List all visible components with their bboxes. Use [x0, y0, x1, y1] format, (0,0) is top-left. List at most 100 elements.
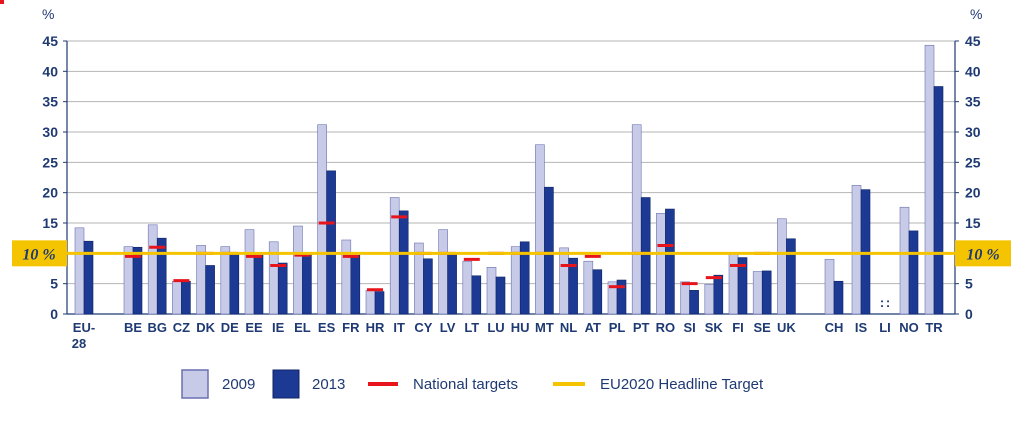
bar-2013-lt	[471, 275, 482, 315]
y-tick-right: 5	[965, 276, 973, 292]
x-label-mt: MT	[535, 320, 554, 335]
annotations: ::	[880, 295, 890, 310]
legend: 2009 2013 National targets EU2020 Headline …	[181, 369, 764, 399]
x-label-de: DE	[221, 320, 239, 335]
headline-box-left	[12, 240, 67, 267]
legend-swatch-2009	[181, 369, 209, 399]
bar-2009-se	[752, 271, 763, 315]
x-label-cy: CY	[414, 320, 432, 335]
bar-2013-es	[326, 170, 336, 315]
x-label-eu-28-line2: 28	[72, 336, 86, 351]
bar-2009-si	[680, 281, 690, 315]
x-label-cz: CZ	[173, 320, 190, 335]
bar-2009-fr	[341, 239, 352, 315]
x-label-it: IT	[393, 320, 405, 335]
y-tick-right: 40	[965, 63, 981, 79]
bar-2013-ie	[277, 262, 288, 315]
missing-data-marker: :	[880, 295, 884, 310]
x-label-be: BE	[124, 320, 142, 335]
bar-2013-dk	[205, 265, 215, 315]
bar-2013-tr	[933, 86, 944, 315]
bar-2013-lv	[447, 254, 457, 315]
headline-box-right	[955, 240, 1011, 267]
x-label-pt: PT	[633, 320, 650, 335]
bar-2009-is	[851, 185, 862, 315]
bar-2009-eu-28	[74, 227, 85, 315]
bar-2013-hr	[374, 291, 385, 315]
x-label-se: SE	[754, 320, 772, 335]
x-label-lu: LU	[487, 320, 504, 335]
x-label-ie: IE	[272, 320, 285, 335]
y-tick-left: 15	[42, 215, 58, 231]
bar-2009-ro	[656, 212, 666, 315]
bar-2013-lu	[495, 276, 506, 315]
y-unit-right: %	[970, 6, 982, 22]
x-label-ro: RO	[656, 320, 676, 335]
bar-2013-hu	[519, 241, 530, 315]
bar-2013-it	[398, 210, 409, 315]
bar-2013-sk	[713, 274, 724, 315]
bar-2009-it	[389, 197, 400, 315]
bar-2013-ee	[253, 254, 264, 315]
x-label-tr: TR	[925, 320, 943, 335]
headline-label-left: 10 %	[22, 246, 55, 263]
bar-2009-lu	[486, 266, 497, 315]
bar-2013-nl	[568, 257, 578, 315]
x-label-fi: FI	[732, 320, 744, 335]
y-tick-left: 25	[42, 154, 58, 170]
y-tick-right: 30	[965, 124, 981, 140]
x-label-is: IS	[855, 320, 868, 335]
bar-2009-nl	[559, 247, 569, 315]
corner-accent	[0, 0, 4, 4]
bar-2013-se	[761, 270, 772, 315]
y-tick-right: 45	[965, 33, 981, 49]
bar-2009-pt	[631, 124, 642, 315]
bar-2009-no	[899, 206, 910, 315]
category-labels: EU-28 BE BG CZ DK DE EE IE EL ES FR HR IT CY LV LT LU HU M…	[72, 320, 944, 351]
x-label-es: ES	[318, 320, 336, 335]
x-label-at: AT	[585, 320, 601, 335]
bar-2013-fr	[350, 254, 361, 315]
bar-2009-uk	[777, 218, 787, 315]
x-label-uk: UK	[777, 320, 796, 335]
legend-swatch-2013	[272, 369, 300, 399]
x-label-eu-28: EU-	[73, 320, 95, 335]
legend-label-2009: 2009	[222, 376, 255, 393]
y-tick-left: 35	[42, 94, 58, 110]
y-tick-left: 45	[42, 33, 58, 49]
bars	[74, 44, 944, 315]
x-label-bg: BG	[147, 320, 167, 335]
x-label-fr: FR	[342, 320, 360, 335]
bar-2013-bg	[156, 237, 167, 315]
bar-2013-at	[592, 269, 603, 315]
x-label-sk: SK	[705, 320, 724, 335]
y-tick-left: 30	[42, 124, 58, 140]
bar-2013-no	[908, 230, 919, 315]
bar-2009-ch	[824, 259, 835, 315]
y-tick-left: 0	[50, 306, 58, 322]
bar-2009-sk	[704, 283, 715, 315]
x-label-nl: NL	[560, 320, 577, 335]
bar-2009-es	[317, 124, 327, 315]
bar-2009-dk	[196, 245, 206, 315]
x-label-li: LI	[879, 320, 891, 335]
bar-2009-tr	[924, 44, 935, 315]
bar-2013-pt	[640, 197, 651, 315]
x-label-si: SI	[683, 320, 695, 335]
x-label-dk: DK	[196, 320, 215, 335]
y-tick-right: 0	[965, 306, 973, 322]
bar-2009-lt	[462, 260, 473, 315]
legend-label-national-targets: National targets	[413, 376, 518, 393]
y-tick-left: 20	[42, 185, 58, 201]
bar-2009-at	[583, 260, 594, 315]
x-label-lt: LT	[464, 320, 479, 335]
x-label-hu: HU	[511, 320, 530, 335]
x-label-ch: CH	[825, 320, 844, 335]
y-tick-left: 40	[42, 63, 58, 79]
x-label-hr: HR	[366, 320, 385, 335]
y-tick-right: 25	[965, 154, 981, 170]
legend-label-headline-target: EU2020 Headline Target	[600, 376, 764, 393]
bar-2009-bg	[147, 224, 158, 315]
bar-2009-lv	[438, 229, 448, 315]
y-unit-left: %	[42, 6, 54, 22]
